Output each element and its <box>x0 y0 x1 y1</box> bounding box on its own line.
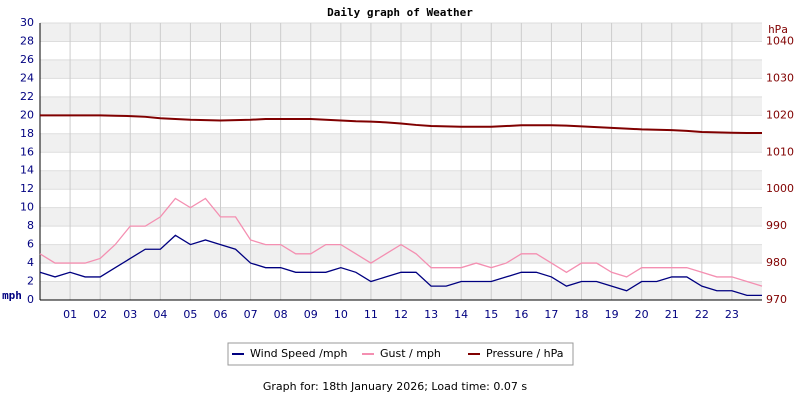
x-tick-label: 09 <box>304 308 318 321</box>
y-tick-label: 14 <box>20 164 34 177</box>
x-tick-label: 21 <box>665 308 679 321</box>
y2-tick-label: 1040 <box>766 34 794 47</box>
x-tick-label: 19 <box>605 308 619 321</box>
x-tick-label: 12 <box>394 308 408 321</box>
x-tick-label: 14 <box>454 308 468 321</box>
x-tick-label: 15 <box>484 308 498 321</box>
y-tick-label: 6 <box>27 238 34 251</box>
y2-axis-label: hPa <box>768 23 788 36</box>
x-tick-label: 10 <box>334 308 348 321</box>
y2-tick-label: 980 <box>766 256 787 269</box>
x-tick-label: 11 <box>364 308 378 321</box>
y-tick-label: 12 <box>20 182 34 195</box>
x-tick-label: 13 <box>424 308 438 321</box>
y-tick-label: 20 <box>20 108 34 121</box>
y2-tick-label: 1020 <box>766 108 794 121</box>
y2-tick-label: 1010 <box>766 145 794 158</box>
y-tick-label: 18 <box>20 127 34 140</box>
x-tick-label: 05 <box>183 308 197 321</box>
y-tick-label: 10 <box>20 201 34 214</box>
x-tick-label: 18 <box>575 308 589 321</box>
y-tick-label: 22 <box>20 90 34 103</box>
y-tick-label: 0 <box>27 293 34 306</box>
legend-label: Pressure / hPa <box>486 347 564 360</box>
y2-tick-label: 970 <box>766 293 787 306</box>
y-tick-label: 26 <box>20 53 34 66</box>
y-tick-label: 28 <box>20 34 34 47</box>
y2-tick-label: 1000 <box>766 182 794 195</box>
series-line <box>39 197 763 287</box>
y2-tick-label: 1030 <box>766 71 794 84</box>
x-tick-label: 07 <box>244 308 258 321</box>
x-tick-label: 04 <box>153 308 167 321</box>
y-tick-label: 4 <box>27 256 34 269</box>
x-tick-label: 03 <box>123 308 137 321</box>
y-tick-label: 2 <box>27 275 34 288</box>
footer: Graph for: 18th January 2026; Load time:… <box>263 380 527 393</box>
x-tick-label: 01 <box>63 308 77 321</box>
y-tick-label: 30 <box>20 16 34 29</box>
legend <box>227 342 574 366</box>
y-tick-label: 16 <box>20 145 34 158</box>
x-tick-label: 17 <box>544 308 558 321</box>
series-line <box>39 234 762 297</box>
x-tick-label: 02 <box>93 308 107 321</box>
legend-label: Wind Speed /mph <box>250 347 348 360</box>
x-tick-label: 22 <box>695 308 709 321</box>
chart-title: Daily graph of Weather <box>327 6 473 19</box>
x-tick-label: 16 <box>514 308 528 321</box>
y-axis-label: mph <box>2 289 22 302</box>
series-line <box>40 114 762 135</box>
y2-tick-label: 990 <box>766 219 787 232</box>
x-tick-label: 06 <box>214 308 228 321</box>
y-tick-label: 24 <box>20 71 34 84</box>
y-tick-label: 8 <box>27 219 34 232</box>
x-tick-label: 08 <box>274 308 288 321</box>
x-tick-label: 20 <box>635 308 649 321</box>
x-tick-label: 23 <box>725 308 739 321</box>
legend-label: Gust / mph <box>380 347 441 360</box>
